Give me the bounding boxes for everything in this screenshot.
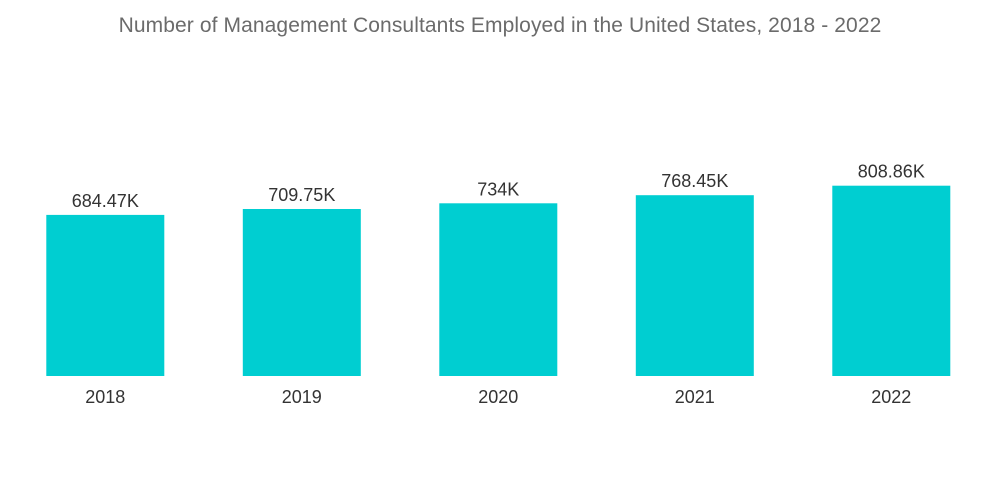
value-labels-group: 684.47K 709.75K 734K 768.45K 808.86K (72, 162, 925, 211)
bar-2020 (439, 203, 558, 376)
x-tick-label-2022: 2022 (871, 387, 911, 407)
bar-2018 (46, 214, 165, 376)
bar-2022 (832, 185, 951, 376)
bar-2021 (635, 195, 754, 376)
value-label-2020: 734K (477, 179, 519, 199)
bar-2019 (242, 209, 361, 376)
value-label-2018: 684.47K (72, 191, 139, 211)
x-tick-label-2018: 2018 (85, 387, 125, 407)
chart-title: Number of Management Consultants Employe… (118, 14, 882, 37)
value-label-2019: 709.75K (268, 185, 335, 205)
value-label-2022: 808.86K (858, 162, 925, 182)
value-label-2021: 768.45K (661, 171, 728, 191)
x-axis-tick-labels: 2018 2019 2020 2021 2022 (85, 387, 911, 407)
bars-group (46, 185, 951, 376)
x-tick-label-2020: 2020 (478, 387, 518, 407)
x-tick-label-2019: 2019 (282, 387, 322, 407)
x-tick-label-2021: 2021 (675, 387, 715, 407)
